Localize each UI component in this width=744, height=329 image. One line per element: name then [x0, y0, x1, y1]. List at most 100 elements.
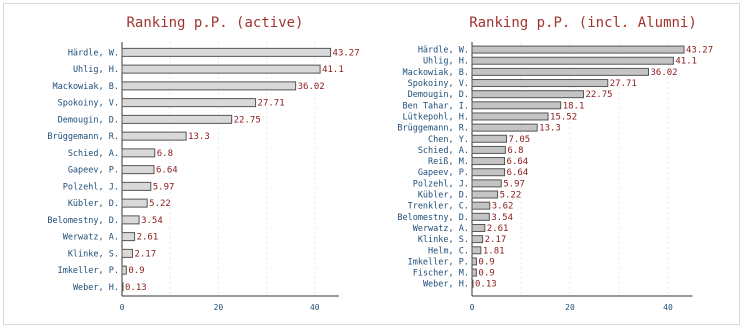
chart-title-active: Ranking p.P. (active) — [126, 15, 303, 31]
bar — [471, 157, 506, 166]
data-label: 2.61 — [137, 233, 159, 243]
data-label: 2.17 — [485, 235, 507, 245]
category-label: Polzehl, J. — [63, 182, 119, 192]
bar — [471, 45, 685, 54]
data-label: 0.9 — [478, 257, 494, 267]
category-label: Weber, H. — [423, 280, 469, 290]
bar — [471, 179, 502, 188]
data-label: 22.75 — [585, 90, 612, 100]
data-label: 2.61 — [487, 224, 509, 234]
data-label: 41.1 — [675, 57, 697, 67]
category-label: Ben Tahar, I. — [402, 101, 469, 111]
data-label: 13.3 — [539, 124, 561, 134]
bar — [471, 145, 506, 154]
category-label: Brüggemann, R. — [47, 132, 119, 142]
category-label: Demougin, D. — [58, 115, 119, 125]
category-label: Härdle, W. — [418, 46, 469, 56]
chart-title-incl-alumni: Ranking p.P. (incl. Alumni) — [469, 15, 697, 31]
bar — [471, 123, 538, 132]
bar — [121, 81, 297, 91]
data-label: 5.97 — [153, 182, 175, 192]
bar — [121, 114, 233, 124]
bar — [471, 246, 482, 255]
data-label: 5.22 — [149, 199, 171, 209]
category-label: Helm, C. — [428, 246, 469, 256]
category-label: Uhlig, H. — [423, 57, 469, 67]
data-label: 6.64 — [507, 168, 529, 178]
bar — [471, 235, 484, 244]
x-tick-label: 20 — [565, 303, 575, 312]
data-label: 36.02 — [650, 68, 677, 78]
bar — [471, 279, 474, 288]
data-label: 0.13 — [475, 280, 497, 290]
category-label: Spokoiny, V. — [408, 79, 469, 89]
category-label: Uhlig, H. — [73, 65, 119, 75]
category-label: Polzehl, J. — [413, 179, 469, 189]
bar — [471, 190, 499, 199]
data-label: 7.05 — [509, 135, 531, 145]
data-label: 0.9 — [478, 269, 494, 279]
category-label: Lütkepohl, H. — [402, 112, 469, 122]
category-label: Werwatz, A. — [413, 224, 469, 234]
data-label: 3.62 — [492, 202, 514, 212]
data-label: 2.17 — [134, 249, 156, 259]
x-tick-label: 0 — [470, 303, 475, 312]
bar — [471, 101, 562, 110]
category-label: Werwatz, A. — [63, 233, 119, 243]
bar — [471, 90, 584, 99]
bar — [121, 198, 148, 208]
bar — [121, 282, 124, 292]
category-label: Brüggemann, R. — [397, 124, 469, 134]
category-label: Belomestny, D. — [47, 216, 119, 226]
category-label: Klinke, S. — [418, 235, 469, 245]
bar — [471, 112, 549, 121]
data-label: 6.64 — [507, 157, 529, 167]
category-label: Reiß, M. — [428, 157, 469, 167]
data-label: 43.27 — [333, 48, 360, 58]
bar — [471, 223, 486, 232]
bar — [471, 257, 477, 266]
bar — [471, 268, 477, 277]
category-label: Gapeev, P. — [68, 166, 119, 176]
x-tick-label: 20 — [214, 303, 224, 312]
data-label: 3.54 — [141, 216, 163, 226]
chart-active: Ranking p.P. (active) 0 20 40 Härdle, W. 43.… — [47, 15, 359, 312]
category-label: Spokoiny, V. — [58, 99, 119, 109]
x-tick-label: 40 — [310, 303, 320, 312]
data-label: 41.1 — [322, 65, 344, 75]
data-label: 27.71 — [258, 99, 285, 109]
data-label: 22.75 — [234, 115, 261, 125]
bar — [121, 232, 136, 242]
category-label: Schied, A. — [68, 149, 119, 159]
data-label: 0.9 — [128, 266, 144, 276]
data-label: 5.97 — [503, 179, 525, 189]
bar — [471, 201, 491, 210]
data-label: 36.02 — [298, 82, 325, 92]
bar — [121, 215, 140, 225]
bar — [471, 168, 506, 177]
bar — [471, 79, 609, 88]
bar — [121, 181, 152, 191]
data-label: 13.3 — [188, 132, 210, 142]
data-label: 6.8 — [507, 146, 523, 156]
category-label: Härdle, W. — [68, 48, 119, 58]
x-tick-label: 0 — [120, 303, 125, 312]
category-label: Klinke, S. — [68, 249, 119, 259]
data-label: 18.1 — [563, 101, 585, 111]
category-label: Schied, A. — [418, 146, 469, 156]
bar — [471, 212, 490, 221]
bar — [121, 98, 257, 108]
data-label: 5.22 — [500, 191, 522, 201]
category-label: Demougin, D. — [408, 90, 469, 100]
bar — [121, 47, 332, 57]
category-label: Trenkler, C. — [408, 202, 469, 212]
bar — [471, 134, 508, 143]
x-tick-label: 40 — [663, 303, 673, 312]
data-label: 3.54 — [491, 213, 513, 223]
category-label: Fischer, M. — [413, 269, 469, 279]
bar — [121, 265, 127, 275]
chart-incl-alumni: Ranking p.P. (incl. Alumni) 0 20 40 Härdle,… — [397, 15, 713, 312]
bar — [471, 67, 649, 76]
category-label: Gapeev, P. — [418, 168, 469, 178]
